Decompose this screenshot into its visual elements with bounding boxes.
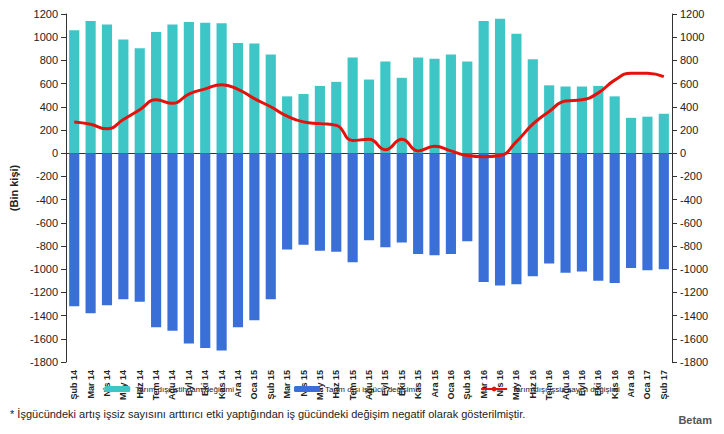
svg-text:-1200: -1200 (30, 286, 58, 298)
svg-text:Betam: Betam (678, 414, 712, 426)
svg-text:Nis 14: Nis 14 (102, 370, 112, 397)
svg-text:-1000: -1000 (680, 263, 708, 275)
svg-text:Eki 14: Eki 14 (200, 370, 211, 396)
svg-text:Mar 16: Mar 16 (479, 370, 489, 399)
svg-text:Şub 15: Şub 15 (266, 370, 276, 400)
svg-text:200: 200 (40, 124, 58, 136)
svg-text:-200: -200 (680, 170, 702, 182)
svg-text:400: 400 (40, 101, 58, 113)
svg-text:-800: -800 (680, 240, 702, 252)
svg-text:Ağu 14: Ağu 14 (167, 370, 178, 400)
svg-text:May 16: May 16 (511, 370, 522, 400)
svg-text:-1600: -1600 (680, 333, 708, 345)
svg-text:Kas 15: Kas 15 (413, 370, 424, 399)
svg-text:600: 600 (40, 78, 58, 90)
svg-text:-800: -800 (36, 240, 58, 252)
svg-text:Kas 14: Kas 14 (216, 370, 227, 399)
svg-text:Ara 15: Ara 15 (430, 370, 440, 398)
svg-text:Şub 14: Şub 14 (69, 370, 79, 400)
svg-text:1200: 1200 (34, 8, 58, 20)
svg-text:Haz 16: Haz 16 (527, 370, 538, 399)
svg-text:Oca 16: Oca 16 (446, 370, 456, 400)
svg-text:600: 600 (680, 78, 698, 90)
svg-text:-600: -600 (680, 217, 702, 229)
svg-text:0: 0 (680, 147, 686, 159)
svg-text:Eki 16: Eki 16 (593, 370, 604, 396)
svg-text:Kas 16: Kas 16 (609, 370, 620, 399)
svg-text:* İşgücündeki artış işsiz sayı: * İşgücündeki artış işsiz sayısını arttı… (10, 408, 525, 420)
svg-text:Şub 17: Şub 17 (659, 370, 669, 400)
svg-text:May 15: May 15 (315, 370, 325, 400)
svg-text:0: 0 (52, 147, 58, 159)
svg-text:-400: -400 (36, 194, 58, 206)
svg-text:800: 800 (680, 54, 698, 66)
svg-text:200: 200 (680, 124, 698, 136)
svg-text:-1800: -1800 (30, 356, 58, 368)
svg-text:Tem 15: Tem 15 (347, 370, 358, 401)
svg-text:Ağu 15: Ağu 15 (364, 370, 374, 400)
svg-text:-600: -600 (36, 217, 58, 229)
svg-text:Ara 16: Ara 16 (626, 370, 636, 398)
svg-text:May 14: May 14 (118, 370, 128, 400)
svg-text:-1800: -1800 (680, 356, 708, 368)
svg-text:Tarım dışı istihdam değişimi: Tarım dışı istihdam değişimi (135, 385, 234, 394)
svg-text:Şub 16: Şub 16 (462, 370, 472, 400)
svg-text:-200: -200 (36, 170, 58, 182)
svg-text:Ara 14: Ara 14 (233, 370, 243, 398)
svg-text:1000: 1000 (680, 31, 704, 43)
svg-text:Mar 15: Mar 15 (282, 370, 292, 399)
svg-text:Haz 15: Haz 15 (331, 370, 342, 399)
svg-text:Tem 14: Tem 14 (151, 370, 162, 401)
svg-text:Ağu 16: Ağu 16 (560, 370, 571, 400)
svg-text:-1000: -1000 (30, 263, 58, 275)
svg-text:Eki 15: Eki 15 (396, 370, 407, 396)
svg-text:1000: 1000 (34, 31, 58, 43)
svg-text:Mar 14: Mar 14 (86, 370, 96, 399)
svg-text:-1400: -1400 (680, 310, 708, 322)
svg-text:Nis 15: Nis 15 (299, 370, 309, 397)
svg-text:Oca 17: Oca 17 (642, 370, 652, 400)
svg-text:Tarım dışı işsiz sayısı değişi: Tarım dışı işsiz sayısı değişimi (512, 385, 620, 394)
svg-text:Eyl 16: Eyl 16 (576, 370, 587, 396)
svg-text:Haz 14: Haz 14 (134, 370, 145, 399)
svg-text:-1200: -1200 (680, 286, 708, 298)
svg-text:800: 800 (40, 54, 58, 66)
svg-text:Eyl 15: Eyl 15 (380, 370, 391, 396)
svg-text:1200: 1200 (680, 8, 704, 20)
svg-text:-400: -400 (680, 194, 702, 206)
svg-text:400: 400 (680, 101, 698, 113)
svg-text:Tem 16: Tem 16 (544, 370, 555, 401)
svg-text:(Bin kişi): (Bin kişi) (8, 164, 20, 211)
svg-text:-1600: -1600 (30, 333, 58, 345)
svg-text:-1400: -1400 (30, 310, 58, 322)
svg-text:Eyl 14: Eyl 14 (183, 370, 194, 396)
svg-text:Nis 16: Nis 16 (495, 370, 505, 397)
svg-text:Oca 15: Oca 15 (249, 370, 259, 400)
svg-text:Tarım dışı işgücü değişimi*: Tarım dışı işgücü değişimi* (325, 385, 420, 394)
